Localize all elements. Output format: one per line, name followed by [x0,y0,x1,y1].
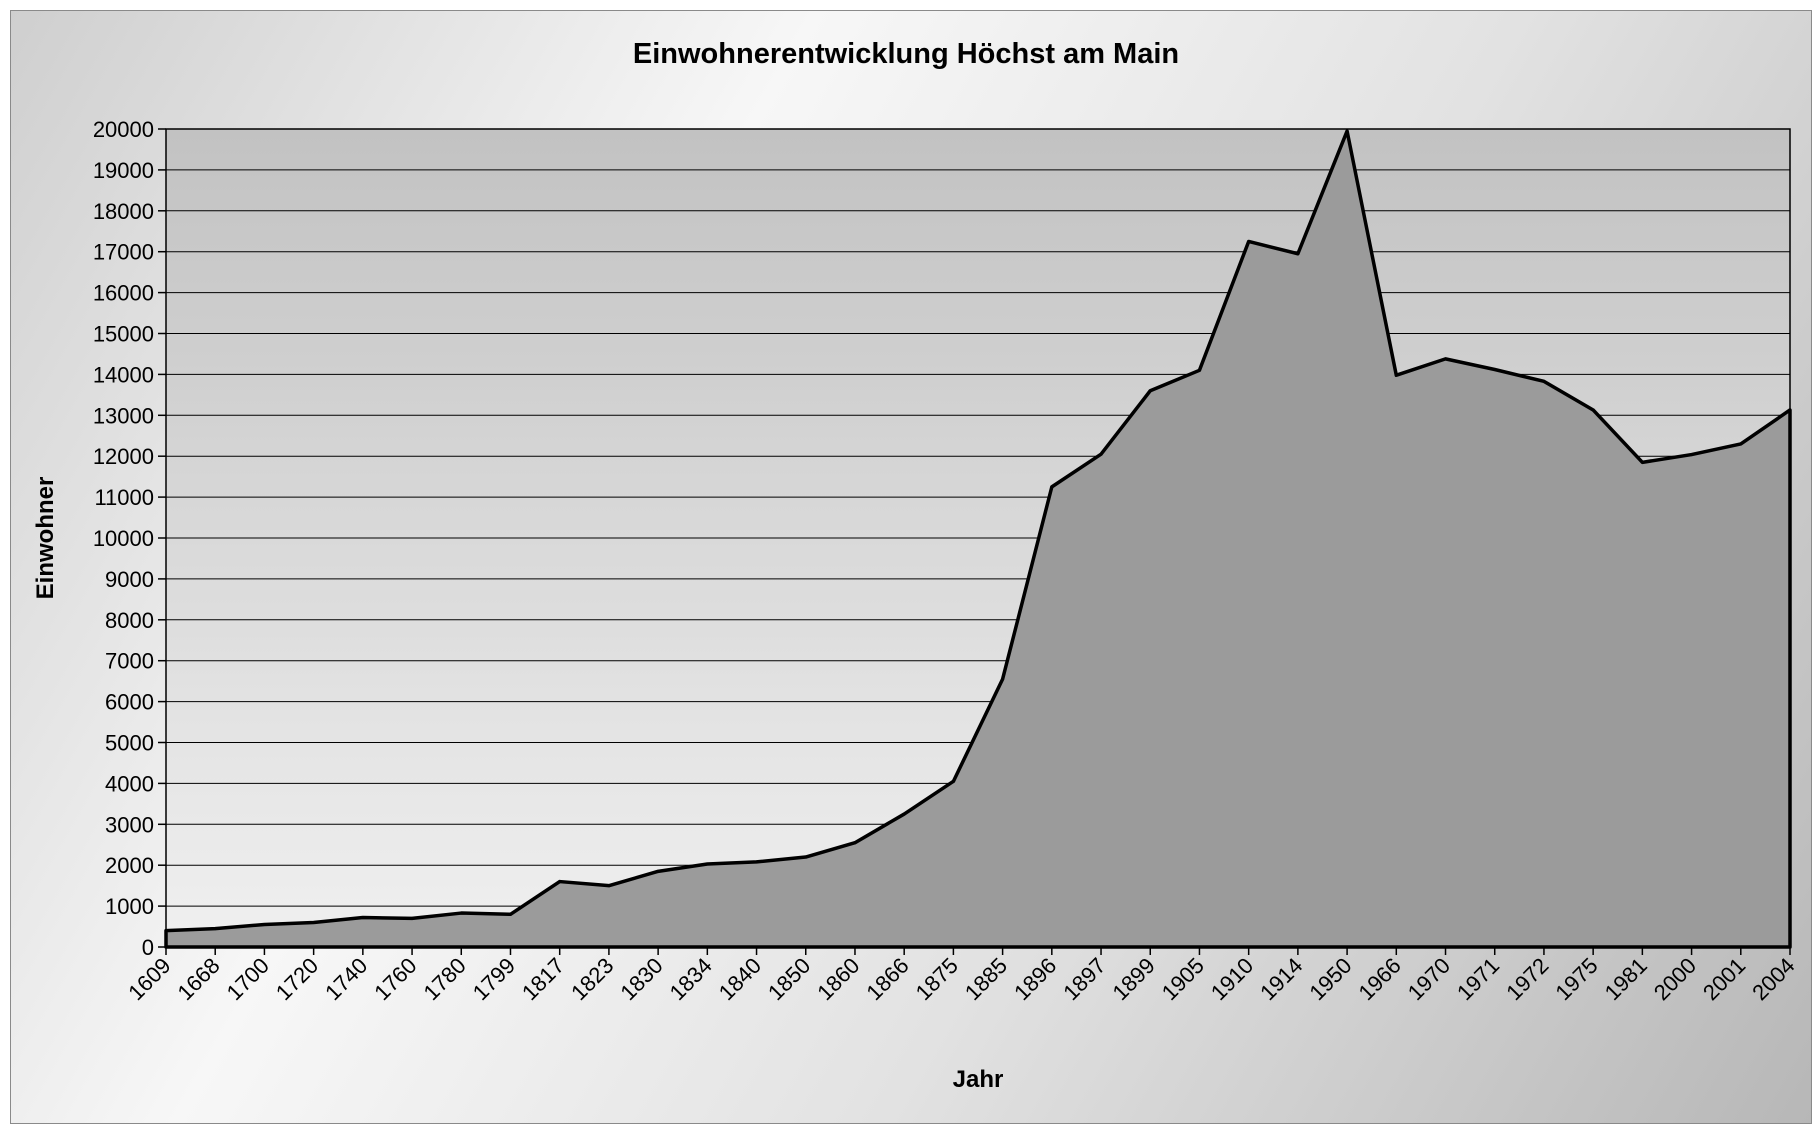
chart-area: Einwohnerentwicklung Höchst am Main 0 100… [10,10,1812,1124]
x-tick-label-2001: 2001 [1698,953,1750,1005]
y-tick-label: 20000 [93,117,154,142]
data-point-1885 [1001,677,1005,681]
data-point-1950 [1345,129,1349,133]
y-tick-label: 15000 [93,322,154,347]
y-tick-label: 12000 [93,444,154,469]
y-tick-label: 17000 [93,240,154,265]
population-area-chart: Einwohnerentwicklung Höchst am Main 0 100… [32,38,1800,1093]
x-tick-label-1897: 1897 [1058,953,1110,1005]
x-tick-label-1840: 1840 [714,953,766,1005]
y-tick-label: 18000 [93,199,154,224]
data-point-1840 [755,860,759,864]
data-point-1799 [508,912,512,916]
data-point-1975 [1591,408,1595,412]
y-tick-label: 9000 [105,567,154,592]
chart-title: Einwohnerentwicklung Höchst am Main [633,38,1179,70]
y-tick-label: 11000 [94,485,154,510]
y-tick-label: 5000 [105,731,154,756]
data-point-1860 [853,841,857,845]
x-tick-label-2004: 2004 [1747,953,1799,1005]
x-tick-label-1830: 1830 [615,953,667,1005]
x-tick-label-1966: 1966 [1354,953,1406,1005]
y-tick-label: 14000 [93,362,154,387]
data-point-1981 [1640,460,1644,464]
y-tick-label: 19000 [93,158,154,183]
x-axis-title: Jahr [953,1066,1004,1093]
x-tick-label-1972: 1972 [1501,953,1553,1005]
data-point-1966 [1394,373,1398,377]
y-tick-label: 13000 [93,403,154,428]
x-tick-label-1866: 1866 [861,953,913,1005]
x-tick-label-1950: 1950 [1304,953,1356,1005]
data-point-1905 [1197,368,1201,372]
y-tick-label: 16000 [93,281,154,306]
y-tick-label: 0 [142,935,154,960]
data-point-1780 [459,911,463,915]
data-point-1760 [410,916,414,920]
x-tick-label-1834: 1834 [665,953,717,1005]
x-tick-label-1914: 1914 [1255,953,1307,1005]
data-point-2001 [1739,442,1743,446]
data-point-1817 [558,880,562,884]
x-tick-label-1609: 1609 [123,953,175,1005]
y-tick-label: 8000 [105,608,154,633]
data-point-1970 [1444,357,1448,361]
x-tick-label-1885: 1885 [960,953,1012,1005]
x-tick-label-1971: 1971 [1452,953,1504,1005]
x-tick-label-1905: 1905 [1157,953,1209,1005]
data-point-1875 [951,779,955,783]
data-point-1971 [1493,367,1497,371]
y-tick-label: 2000 [105,853,154,878]
x-tick-label-1896: 1896 [1009,953,1061,1005]
data-point-2000 [1690,453,1694,457]
x-tick-label-1740: 1740 [320,953,372,1005]
x-tick-label-1981: 1981 [1600,953,1652,1005]
y-axis: 0 1000 2000 3000 4000 5000 6000 7000 8000 9000 100… [93,117,166,960]
data-point-1914 [1296,252,1300,256]
x-tick-label-1875: 1875 [911,953,963,1005]
x-tick-label-1760: 1760 [369,953,421,1005]
y-tick-label: 7000 [105,649,154,674]
y-tick-label: 6000 [105,690,154,715]
data-point-1830 [656,869,660,873]
data-point-1899 [1148,389,1152,393]
x-tick-label-1899: 1899 [1107,953,1159,1005]
x-axis: 1609166817001720174017601780179918171823… [123,946,1800,1005]
data-point-1972 [1542,379,1546,383]
y-tick-label: 3000 [105,812,154,837]
y-axis-title: Einwohner [32,477,59,600]
x-tick-label-2000: 2000 [1649,953,1701,1005]
data-point-1910 [1247,239,1251,243]
x-tick-label-1668: 1668 [172,953,224,1005]
data-point-1866 [902,812,906,816]
data-point-1720 [312,920,316,924]
x-tick-label-1823: 1823 [566,953,618,1005]
data-point-1850 [804,855,808,859]
x-tick-label-1975: 1975 [1550,953,1602,1005]
y-tick-label: 10000 [93,526,154,551]
y-tick-label: 1000 [105,894,154,919]
x-tick-label-1860: 1860 [812,953,864,1005]
data-point-1897 [1099,452,1103,456]
x-tick-label-1799: 1799 [468,953,520,1005]
data-point-1740 [361,916,365,920]
data-point-1668 [213,927,217,931]
data-point-1834 [705,862,709,866]
x-tick-label-1850: 1850 [763,953,815,1005]
x-tick-label-1780: 1780 [419,953,471,1005]
x-tick-label-1817: 1817 [517,953,569,1005]
x-tick-label-1910: 1910 [1206,953,1258,1005]
y-tick-label: 4000 [105,771,154,796]
x-tick-label-1970: 1970 [1403,953,1455,1005]
x-tick-label-1720: 1720 [271,953,323,1005]
data-point-1896 [1050,485,1054,489]
data-point-1823 [607,884,611,888]
data-point-1700 [262,923,266,927]
x-tick-label-1700: 1700 [222,953,274,1005]
